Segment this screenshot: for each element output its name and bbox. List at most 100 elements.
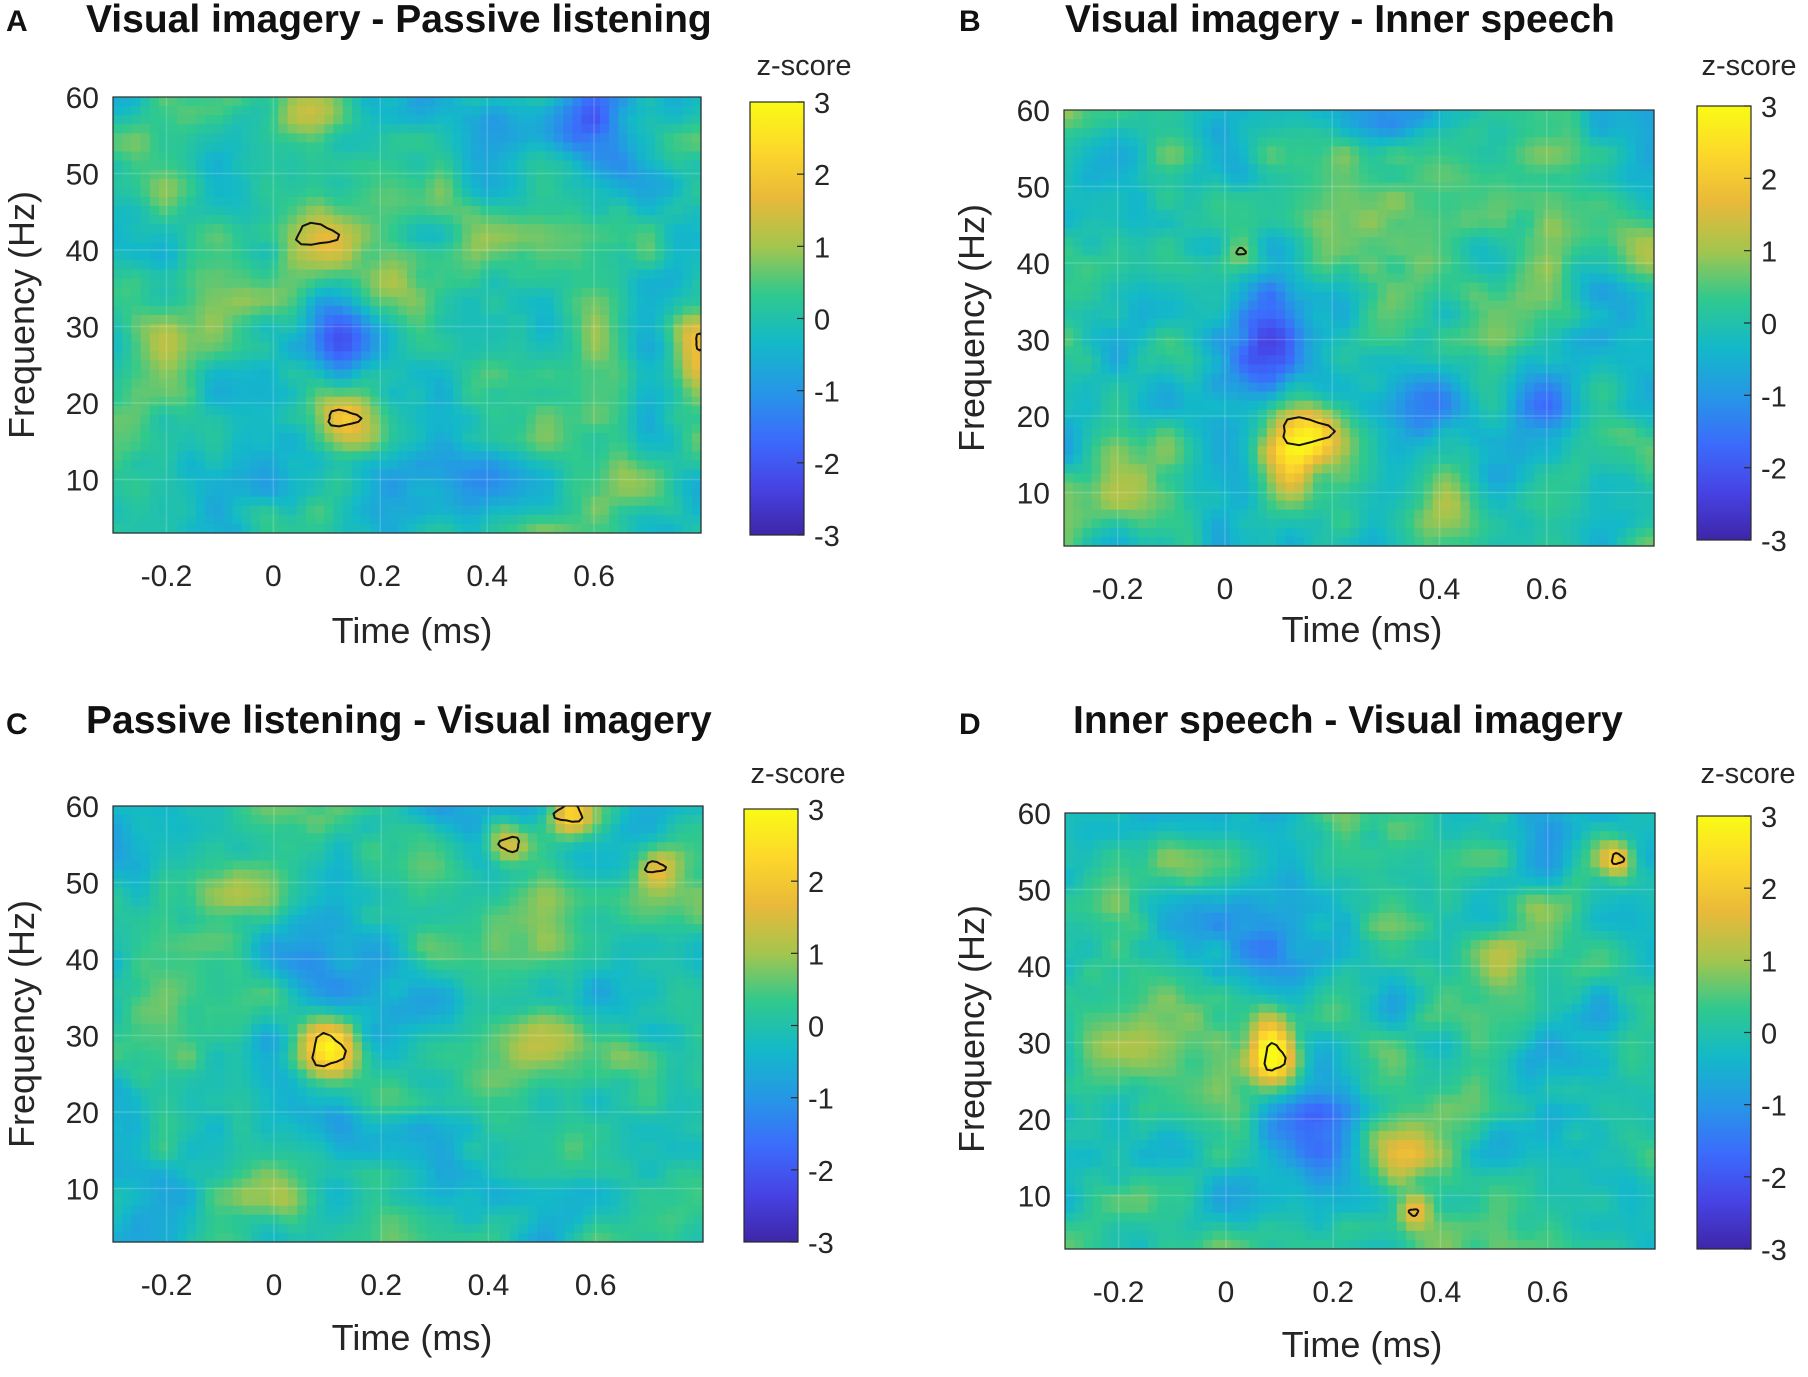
heatmap-cell xyxy=(1322,301,1332,311)
heatmap-cell xyxy=(563,460,573,470)
heatmap-cell xyxy=(324,297,334,307)
heatmap-cell xyxy=(1147,246,1157,256)
heatmap-cell xyxy=(637,215,647,225)
heatmap-cell xyxy=(297,515,307,525)
heatmap-cell xyxy=(1617,283,1627,293)
heatmap-cell xyxy=(168,515,178,525)
heatmap-cell xyxy=(1534,246,1544,256)
heatmap-cell xyxy=(1248,364,1258,374)
heatmap-cell xyxy=(609,460,619,470)
heatmap-cell xyxy=(1525,155,1535,165)
heatmap-cell xyxy=(223,215,233,225)
heatmap-cell xyxy=(251,415,261,425)
heatmap-cell xyxy=(444,115,454,125)
heatmap-cell xyxy=(655,152,665,162)
heatmap-cell xyxy=(1322,192,1332,202)
heatmap-cell xyxy=(1156,174,1166,184)
heatmap-cell xyxy=(572,161,582,171)
heatmap-cell xyxy=(1267,219,1277,229)
heatmap-cell xyxy=(1636,274,1646,284)
heatmap-cell xyxy=(582,206,592,216)
heatmap-cell xyxy=(343,297,353,307)
heatmap-cell xyxy=(1276,355,1286,365)
heatmap-cell xyxy=(490,115,500,125)
heatmap-cell xyxy=(618,515,628,525)
heatmap-cell xyxy=(131,297,141,307)
heatmap-cell xyxy=(113,170,123,180)
heatmap-cell xyxy=(1322,246,1332,256)
heatmap-cell xyxy=(1129,310,1139,320)
heatmap-cell xyxy=(306,370,316,380)
heatmap-cell xyxy=(664,270,674,280)
heatmap-cell xyxy=(150,152,160,162)
heatmap-cell xyxy=(361,397,371,407)
heatmap-cell xyxy=(1101,283,1111,293)
heatmap-cell xyxy=(563,251,573,261)
heatmap-cell xyxy=(131,315,141,325)
heatmap-cell xyxy=(1479,246,1489,256)
heatmap-cell xyxy=(1129,237,1139,247)
heatmap-cell xyxy=(609,288,619,298)
heatmap-cell xyxy=(572,306,582,316)
heatmap-cell xyxy=(1368,228,1378,238)
heatmap-cell xyxy=(683,142,693,152)
heatmap-cell xyxy=(1313,355,1323,365)
heatmap-cell xyxy=(242,515,252,525)
heatmap-cell xyxy=(572,97,582,107)
heatmap-cell xyxy=(260,469,270,479)
heatmap-cell xyxy=(1239,165,1249,175)
heatmap-cell xyxy=(260,251,270,261)
heatmap-cell xyxy=(1433,319,1443,329)
heatmap-cell xyxy=(1359,201,1369,211)
heatmap-cell xyxy=(646,306,656,316)
heatmap-cell xyxy=(141,442,151,452)
heatmap-cell xyxy=(655,179,665,189)
heatmap-cell xyxy=(416,297,426,307)
heatmap-cell xyxy=(196,124,206,134)
heatmap-cell xyxy=(389,370,399,380)
heatmap-cell xyxy=(141,215,151,225)
heatmap-cell xyxy=(131,188,141,198)
heatmap-cell xyxy=(306,524,316,534)
heatmap-cell xyxy=(1580,128,1590,138)
heatmap-cell xyxy=(1599,146,1609,156)
heatmap-cell xyxy=(618,270,628,280)
heatmap-cell xyxy=(453,524,463,534)
heatmap-cell xyxy=(1433,301,1443,311)
heatmap-cell xyxy=(1396,364,1406,374)
heatmap-cell xyxy=(673,315,683,325)
heatmap-cell xyxy=(187,197,197,207)
heatmap-cell xyxy=(572,224,582,234)
heatmap-cell xyxy=(591,170,601,180)
heatmap-cell xyxy=(214,488,224,498)
heatmap-cell xyxy=(168,251,178,261)
heatmap-cell xyxy=(1516,355,1526,365)
heatmap-cell xyxy=(1359,246,1369,256)
heatmap-cell xyxy=(315,206,325,216)
panel-b-heatmap xyxy=(1064,110,1655,547)
heatmap-cell xyxy=(1294,346,1304,356)
heatmap-cell xyxy=(150,524,160,534)
heatmap-cell xyxy=(159,524,169,534)
heatmap-cell xyxy=(1433,292,1443,302)
heatmap-cell xyxy=(1230,264,1240,274)
heatmap-cell xyxy=(471,152,481,162)
heatmap-cell xyxy=(609,251,619,261)
y-tick-label: 20 xyxy=(66,388,99,421)
heatmap-cell xyxy=(563,488,573,498)
heatmap-cell xyxy=(315,333,325,343)
heatmap-cell xyxy=(141,251,151,261)
heatmap-cell xyxy=(1304,319,1314,329)
heatmap-cell xyxy=(591,306,601,316)
heatmap-cell xyxy=(462,469,472,479)
heatmap-cell xyxy=(1525,301,1535,311)
heatmap-cell xyxy=(242,152,252,162)
heatmap-cell xyxy=(187,442,197,452)
heatmap-cell xyxy=(1479,128,1489,138)
heatmap-cell xyxy=(223,270,233,280)
heatmap-cell xyxy=(1322,183,1332,193)
heatmap-cell xyxy=(343,152,353,162)
heatmap-cell xyxy=(655,297,665,307)
heatmap-cell xyxy=(1497,219,1507,229)
heatmap-cell xyxy=(490,288,500,298)
